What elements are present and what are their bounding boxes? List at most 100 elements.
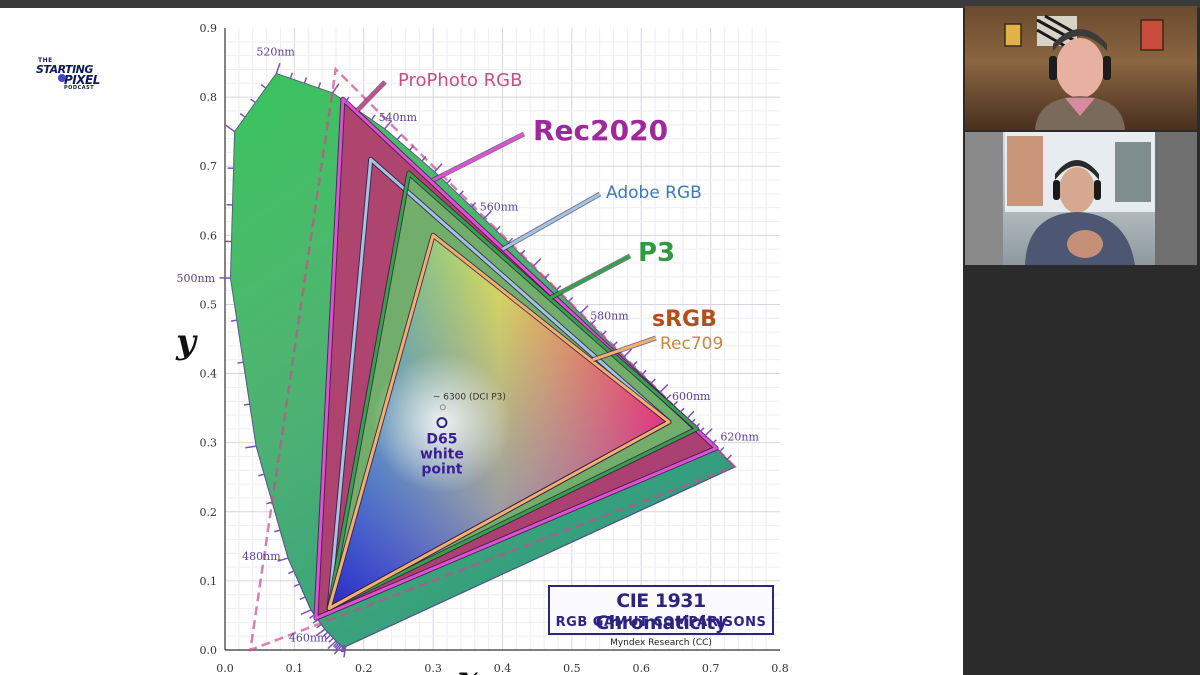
participant-2-figure [965,132,1197,265]
x-axis-title: x [457,659,479,675]
wavelength-tick [370,114,376,121]
participant-1-figure [1004,14,1164,130]
podcast-logo: THE STARTING PIXEL PODCAST [34,53,108,95]
wavelength-tick [495,225,501,232]
wavelength-label: 600nm [672,390,711,403]
wavelength-tick [641,369,647,376]
wavelength-tick [245,445,257,449]
wavelength-tick [520,249,526,256]
wavelength-label: 540nm [379,111,418,124]
wavelength-tick [315,628,326,637]
wavelength-tick [458,190,464,196]
d65-label: D65 [426,432,457,448]
x-tick-label: 0.7 [702,662,720,675]
wavelength-tick [343,646,347,658]
wavelength-label: 620nm [720,430,759,443]
gamut-p3-outline [327,171,699,610]
wavelength-tick [243,403,250,406]
x-tick-label: 0.2 [355,662,373,675]
participant-video-2[interactable] [965,132,1197,265]
y-tick-label: 0.5 [200,298,218,311]
wavelength-tick [258,473,265,477]
wavelength-tick [289,72,294,79]
wavelength-tick [711,439,717,445]
wavelength-tick [300,609,312,616]
wavelength-tick [239,113,246,118]
wavelength-tick [341,646,345,653]
chart-layer: 0.0 0.1 0.2 0.3 0.4 0.5 0.6 0.7 0.8 0.0 0.1 0.2 0.3 0… [175,22,789,675]
y-tick-label: 0.3 [200,437,218,450]
wavelength-tick [507,237,514,244]
y-tick-label: 0.2 [200,506,218,519]
wavelength-tick [632,360,638,367]
y-tick-label: 0.6 [200,229,218,242]
d65-white-point-marker [436,417,448,429]
x-tick-label: 0.0 [216,662,234,675]
wavelength-tick [590,319,596,325]
wavelength-tick [322,631,329,637]
wavelength-tick [316,623,322,629]
wavelength-tick [334,642,340,649]
wavelength-tick [694,422,701,429]
y-tick-label: 0.0 [200,644,218,657]
wavelength-tick [332,641,338,648]
wavelength-tick [544,273,550,279]
x-tick-label: 0.8 [771,662,789,675]
wavelength-tick [556,285,562,291]
wavelength-tick [225,124,236,133]
wavelength-tick [623,348,633,358]
wavelength-tick [342,646,346,653]
y-tick-label: 0.4 [200,368,218,381]
gamut-rec2020-outline [314,97,718,620]
slide-content: THE STARTING PIXEL PODCAST [0,8,963,675]
y-tick-label: 0.7 [200,160,218,173]
wavelength-tick [277,557,289,562]
y-axis-title: y [175,322,198,362]
wavelength-tick [719,446,725,453]
wavelength-tick [396,134,402,141]
wavelength-tick [666,394,672,400]
logo-pixel-icon [58,74,66,82]
x-tick-label: 0.4 [494,662,512,675]
d65-label: white [420,447,464,463]
p3-label: P3 [638,238,675,268]
x-tick-label: 0.3 [424,662,442,675]
logo-text-podcast: PODCAST [64,85,95,91]
wavelength-tick [726,454,733,460]
white-glow [371,352,512,493]
wavelength-tick [672,400,678,407]
wavelength-tick [532,258,542,267]
wavelength-label: 500nm [177,272,216,285]
wavelength-tick [433,163,443,173]
wavelength-tick [299,596,306,601]
x-tick-label: 0.6 [633,662,651,675]
top-bar [0,0,1200,8]
wavelength-tick [679,407,685,413]
wavelength-label: 560nm [480,201,519,214]
wavelength-tick [446,178,452,185]
chart-credit: Myndex Research (CC) [610,638,712,648]
wavelength-tick [567,296,574,303]
x-tick-label: 0.1 [286,662,304,675]
wavelength-tick [312,618,319,624]
chart-subtitle: RGB GAMUT COMPARISONS [555,615,767,630]
wavelength-tick [470,202,477,208]
participant-video-1[interactable] [965,6,1197,130]
wavelength-tick [579,305,589,314]
wavelength-tick [421,155,427,162]
wavelength-tick [340,645,344,653]
prophoto-rgb-leader [355,80,387,112]
x-tick-label: 0.5 [563,662,581,675]
wavelength-tick [335,644,341,650]
p3-leader [550,254,631,299]
wavelength-tick [250,98,256,104]
prophoto-rgb-label: ProPhoto RGB [398,70,522,91]
wavelength-tick [317,82,322,89]
wavelength-tick [288,570,295,575]
wavelength-tick [483,210,492,220]
srgb-label: sRGB [652,307,717,332]
wavelength-label: 520nm [256,46,295,59]
wavelength-tick [612,341,618,347]
wavelength-tick [328,637,334,643]
wavelength-tick [344,96,350,103]
